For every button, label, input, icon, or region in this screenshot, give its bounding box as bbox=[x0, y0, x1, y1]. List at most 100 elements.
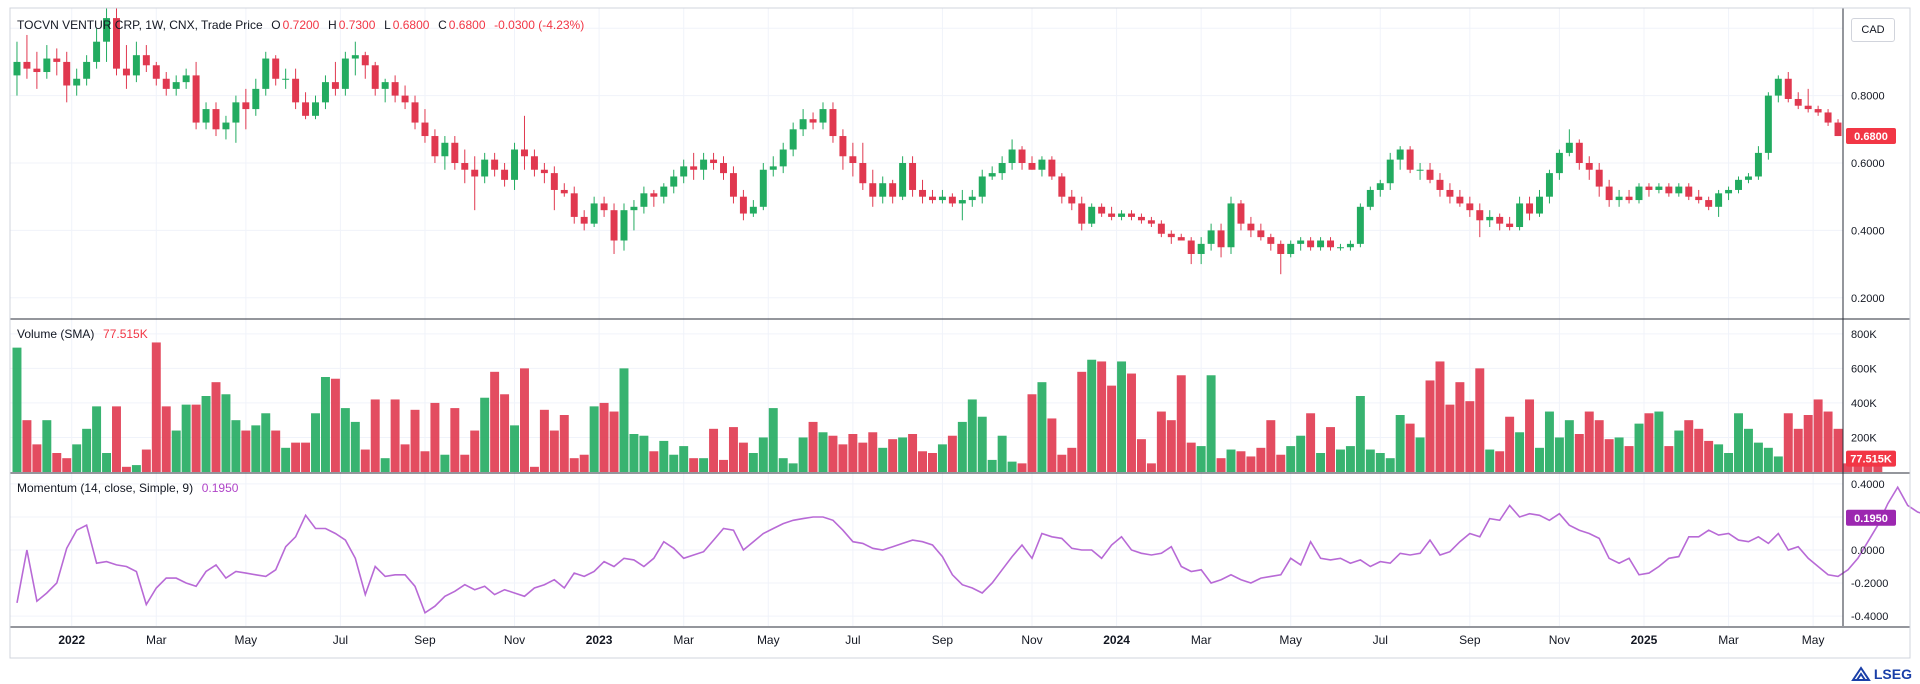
candle-body bbox=[511, 149, 519, 180]
volume-bar bbox=[231, 420, 241, 472]
symbol-title[interactable]: TOCVN VENTUR CRP, 1W, CNX, Trade Price bbox=[17, 18, 263, 32]
candle-body bbox=[729, 173, 737, 197]
candle-body bbox=[192, 75, 200, 123]
candle-body bbox=[779, 149, 787, 167]
volume-bar bbox=[689, 458, 699, 472]
volume-bar bbox=[102, 453, 112, 472]
candle-body bbox=[1436, 179, 1444, 190]
candle-body bbox=[560, 189, 568, 194]
candle-body bbox=[1545, 173, 1553, 197]
x-axis-tick-label: 2022 bbox=[58, 633, 85, 647]
volume-bar bbox=[997, 435, 1007, 472]
candle-body bbox=[351, 55, 359, 59]
volume-bar bbox=[1266, 420, 1276, 472]
brand-logo: LSEG bbox=[1851, 666, 1912, 682]
volume-bar bbox=[1256, 447, 1266, 472]
x-axis-tick-label: Sep bbox=[1459, 633, 1481, 647]
candle-body bbox=[1516, 203, 1524, 228]
momentum-axis-tick-label: 0.4000 bbox=[1851, 479, 1885, 491]
candle-body bbox=[1157, 223, 1165, 234]
volume-bar bbox=[1674, 430, 1684, 472]
volume-bar bbox=[1554, 437, 1564, 472]
momentum-pane-title[interactable]: Momentum (14, close, Simple, 9) bbox=[17, 481, 194, 495]
candle-body bbox=[172, 82, 180, 89]
momentum-axis-tick-label: 0.0000 bbox=[1851, 545, 1885, 557]
volume-bar bbox=[878, 447, 888, 472]
candle-body bbox=[1496, 216, 1504, 224]
candle-body bbox=[162, 78, 170, 89]
candle-body bbox=[899, 163, 907, 197]
momentum-series bbox=[16, 485, 1920, 615]
price-axis-tick-label: 0.6000 bbox=[1851, 158, 1885, 170]
pane-frames bbox=[9, 7, 1911, 659]
volume-bar bbox=[1236, 451, 1246, 472]
volume-bar bbox=[927, 453, 937, 472]
price-axis-tick-label: 0.4000 bbox=[1851, 225, 1885, 237]
volume-bar bbox=[1047, 418, 1057, 472]
volume-bar bbox=[659, 440, 669, 472]
candle-body bbox=[1307, 240, 1315, 248]
candle-body bbox=[1058, 176, 1066, 197]
candle-body bbox=[720, 163, 727, 174]
candle-body bbox=[1565, 142, 1573, 153]
volume-pane-title[interactable]: Volume (SMA) bbox=[17, 327, 95, 341]
candle-body bbox=[1128, 213, 1135, 217]
volume-bar bbox=[629, 434, 639, 472]
candle-body bbox=[1177, 237, 1185, 241]
candle-body bbox=[1277, 243, 1285, 254]
candle-body bbox=[63, 61, 71, 86]
volume-bar bbox=[301, 442, 311, 472]
candle-body bbox=[312, 102, 319, 116]
candle-body bbox=[1207, 230, 1215, 244]
close-label: C bbox=[438, 18, 447, 32]
candle-body bbox=[381, 82, 389, 89]
candle-body bbox=[1118, 213, 1126, 217]
candle-body bbox=[1297, 240, 1305, 244]
candle-body bbox=[1824, 112, 1832, 123]
volume-bar bbox=[609, 411, 619, 472]
volume-bar bbox=[480, 397, 490, 472]
volume-bar bbox=[1156, 411, 1166, 472]
volume-bar bbox=[400, 444, 410, 472]
candle-body bbox=[1386, 159, 1394, 184]
candle-body bbox=[710, 159, 718, 163]
volume-bar bbox=[1127, 373, 1136, 472]
candle-body bbox=[262, 58, 270, 89]
candle-body bbox=[1028, 163, 1036, 170]
volume-bar bbox=[728, 427, 738, 472]
candle-body bbox=[1247, 223, 1255, 231]
volume-bar bbox=[1107, 385, 1117, 472]
volume-bar bbox=[1326, 427, 1335, 472]
momentum-line bbox=[16, 485, 1920, 615]
candle-body bbox=[1526, 203, 1534, 214]
candle-body bbox=[869, 183, 877, 197]
volume-bar bbox=[450, 408, 460, 472]
x-axis-tick-label: May bbox=[1279, 633, 1302, 647]
volume-bar bbox=[619, 368, 629, 472]
candle-body bbox=[441, 142, 449, 157]
volume-bar bbox=[768, 408, 778, 472]
volume-bar bbox=[1614, 437, 1624, 472]
candle-body bbox=[700, 159, 708, 170]
candle-body bbox=[948, 196, 956, 204]
candle-body bbox=[142, 55, 150, 66]
volume-bar bbox=[1485, 449, 1495, 472]
candle-body bbox=[103, 18, 111, 42]
volume-bar bbox=[908, 434, 918, 472]
x-axis-tick-label: Mar bbox=[1718, 633, 1739, 647]
volume-bar bbox=[709, 428, 719, 472]
volume-bar bbox=[977, 416, 987, 472]
volume-bar bbox=[380, 458, 390, 472]
volume-bar bbox=[1146, 463, 1156, 472]
currency-button[interactable]: CAD bbox=[1851, 18, 1895, 42]
candle-body bbox=[1048, 159, 1056, 177]
volume-bar bbox=[440, 454, 450, 472]
candle-body bbox=[202, 109, 210, 123]
volume-bar bbox=[1763, 447, 1773, 472]
volume-bar bbox=[798, 437, 808, 472]
candle-body bbox=[909, 163, 917, 190]
candle-body bbox=[620, 210, 628, 241]
candle-body bbox=[73, 78, 81, 86]
volume-bar bbox=[1813, 399, 1823, 472]
